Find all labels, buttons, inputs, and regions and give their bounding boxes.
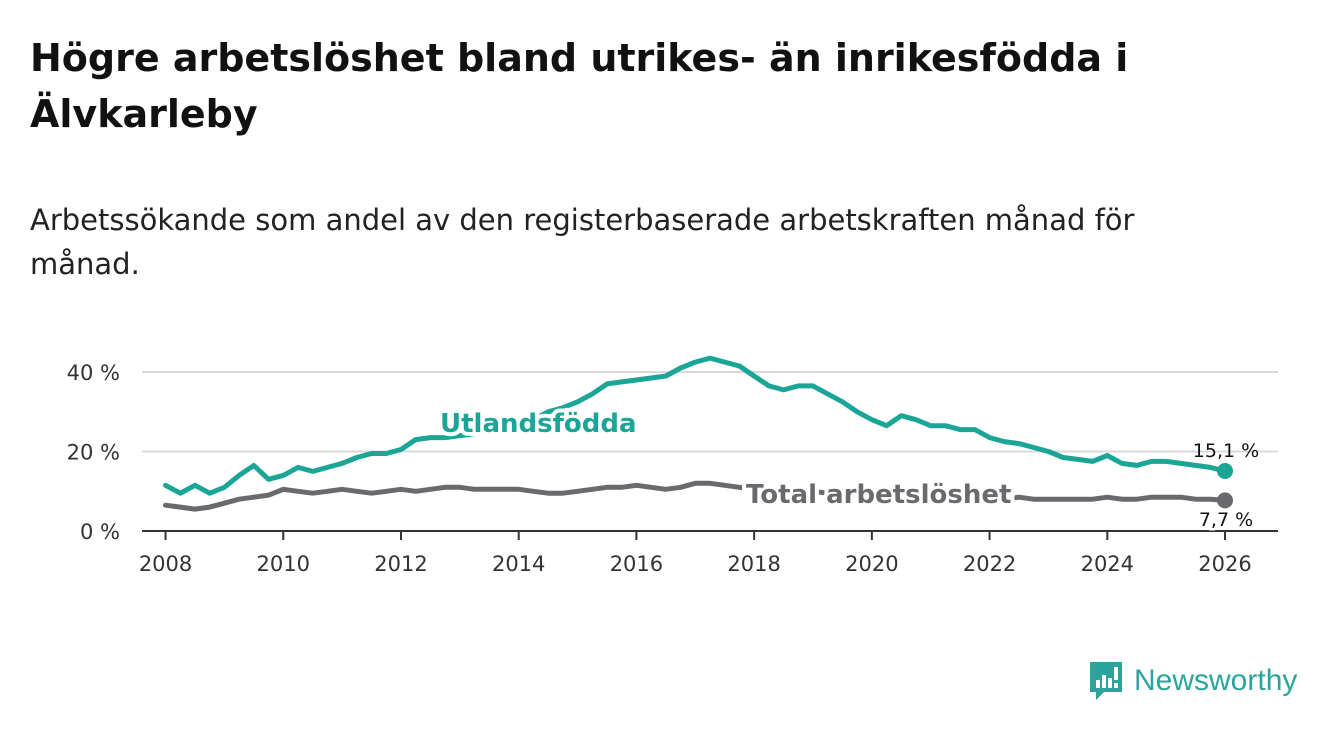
end-value-label-total-arbetsloshet: 7,7 %	[1199, 509, 1253, 531]
end-point-utlandsfodda	[1217, 462, 1234, 479]
x-tick-label: 2016	[610, 552, 663, 576]
series-lines	[163, 355, 1234, 512]
newsworthy-chart-icon	[1090, 662, 1122, 700]
series-labels: Utlandsfödda Total arbetslöshet 15,1 % 7…	[436, 405, 1259, 534]
series-label-total-arbetsloshet: Total arbetslöshet	[746, 480, 1011, 510]
x-tick-label: 2014	[492, 552, 545, 576]
chart-title: Högre arbetslöshet bland utrikes- än inr…	[30, 36, 1129, 136]
y-axis-ticks: 0 % 20 % 40 %	[67, 361, 120, 544]
series-line-utlandsfodda	[163, 355, 1228, 496]
x-tick-label: 2022	[963, 552, 1016, 576]
x-tick-label: 2026	[1198, 552, 1251, 576]
x-tick-label: 2008	[139, 552, 192, 576]
chart-subtitle: Arbetssökande som andel av den registerb…	[30, 203, 1135, 281]
end-point-total-arbetsloshet	[1217, 492, 1234, 509]
end-value-label-utlandsfodda: 15,1 %	[1193, 440, 1259, 462]
x-tick-label: 2018	[727, 552, 780, 576]
y-tick-label: 20 %	[67, 441, 120, 465]
y-tick-label: 0 %	[80, 520, 120, 544]
brand-name: Newsworthy	[1134, 664, 1298, 697]
y-tick-label: 40 %	[67, 361, 120, 385]
series-label-utlandsfodda: Utlandsfödda	[440, 409, 637, 439]
grid-lines	[142, 371, 1278, 453]
x-axis-ticks: 2008 2010 2012 2014 2016 2018 2020 2022 2024 2026	[139, 531, 1252, 576]
x-tick-label: 2010	[257, 552, 310, 576]
newsworthy-logo: Newsworthy	[1088, 660, 1297, 702]
x-tick-label: 2012	[374, 552, 427, 576]
series-line-total-arbetsloshet	[163, 480, 1228, 512]
x-tick-label: 2020	[845, 552, 898, 576]
x-tick-label: 2024	[1081, 552, 1134, 576]
